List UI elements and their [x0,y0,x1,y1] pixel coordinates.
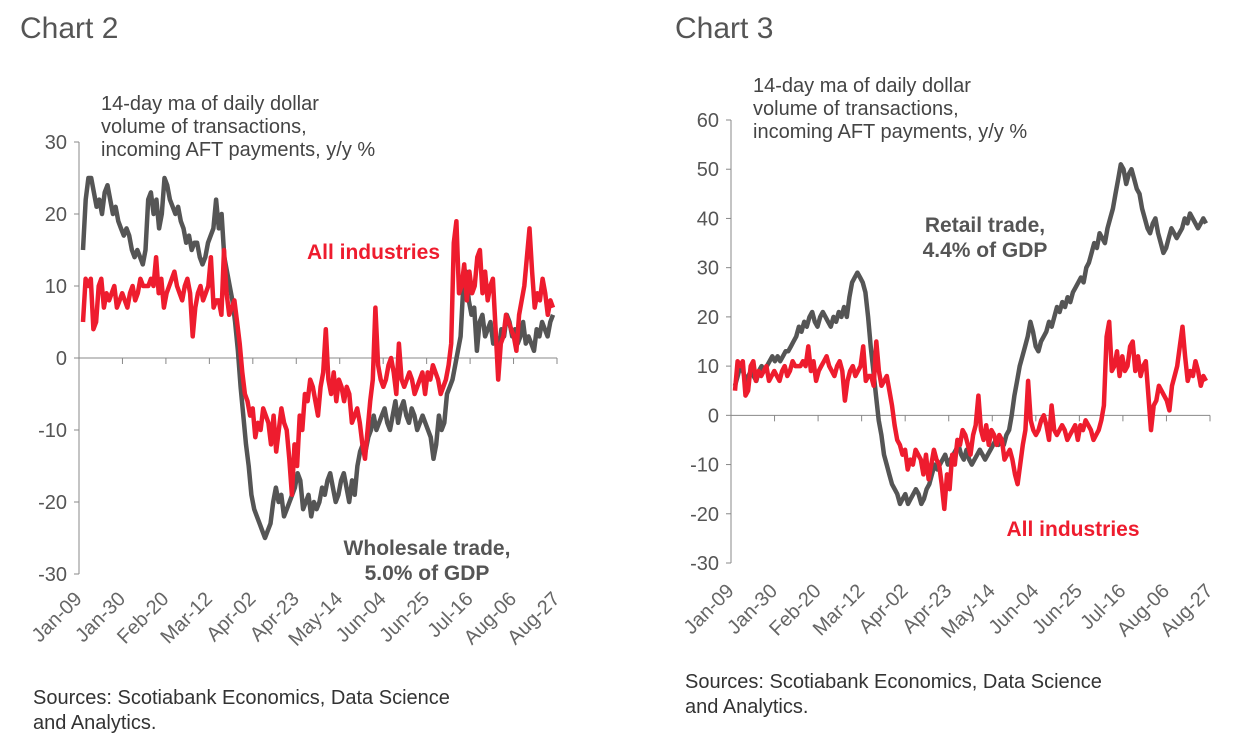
y-tick-label: 20 [45,204,67,226]
y-tick-label: -30 [690,553,719,575]
x-tick-label: Jun-25 [1028,580,1087,639]
series-line-all-industries [732,319,1208,512]
series-line-retail-trade [732,162,1208,507]
chart-3-panel: Chart 3 -30 -20 -10 0 10 20 30 40 50 60 Jan-09 Jan-… [628,0,1256,749]
y-tick-label: 40 [697,208,719,230]
x-tick-label: Jun-25 [375,588,434,647]
series-annotation: Retail trade, 4.4% of GDP [923,214,1048,262]
y-tick-label: 30 [45,132,67,154]
chart-2-panel: Chart 2 -30 -20 -10 0 10 20 30 Jan-09 Jan-30 Feb-… [20,12,565,734]
y-tick-label: 20 [697,307,719,329]
y-tick-label: 30 [697,258,719,280]
series-line-all-industries [80,218,556,498]
series-annotation: All industries [1006,518,1139,541]
y-tick-label: 0 [708,405,719,427]
series-line-wholesale-trade [80,175,556,541]
chart-2-plot: -30-20-100102030Jan-09Jan-30Feb-20Mar-12… [28,93,565,651]
y-tick-label: 0 [56,348,67,370]
y-tick-label: -30 [38,564,67,586]
y-axis-label: 14-day ma of daily dollar volume of trans… [753,75,1027,143]
series-annotation: All industries [307,241,440,264]
chart-2-sources: Sources: Scotiabank Economics, Data Scie… [33,687,450,734]
series-annotation: Wholesale trade, 5.0% of GDP [344,537,511,585]
chart-3-plot: -30-20-100102030405060Jan-09Jan-30Feb-20… [680,75,1218,643]
y-tick-label: 60 [697,110,719,132]
chart-3-sources: Sources: Scotiabank Economics, Data Scie… [685,671,1102,718]
y-tick-label: -20 [38,492,67,514]
y-tick-label: 50 [697,159,719,181]
y-tick-label: -20 [690,504,719,526]
chart-2-heading: Chart 2 [20,12,119,45]
y-tick-label: 10 [45,276,67,298]
y-tick-label: -10 [690,455,719,477]
y-tick-label: 10 [697,356,719,378]
y-axis-label: 14-day ma of daily dollar volume of trans… [101,93,375,161]
y-tick-label: -10 [38,420,67,442]
chart-3-heading: Chart 3 [675,12,774,45]
